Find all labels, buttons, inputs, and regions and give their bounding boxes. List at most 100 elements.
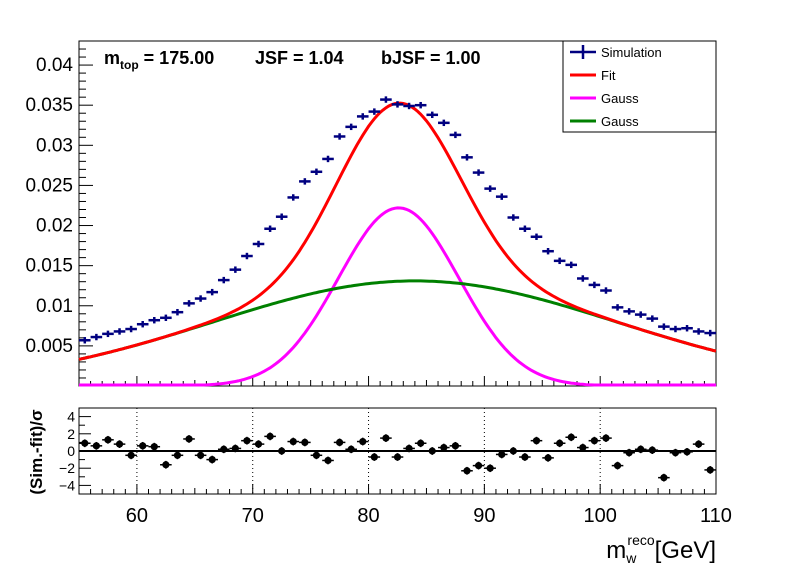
residual-point: [391, 453, 404, 461]
simulation-point: [461, 154, 473, 161]
simulation-point: [704, 329, 716, 337]
residual-point-marker: [312, 451, 321, 459]
simulation-point: [264, 225, 276, 232]
residual-point: [241, 436, 253, 445]
residual-point-marker: [556, 439, 564, 447]
simulation-point: [600, 287, 612, 294]
residual-point: [148, 442, 161, 451]
simulation-point: [634, 311, 647, 318]
residual-point: [577, 443, 589, 452]
legend-entry-gauss-magenta: Gauss: [570, 91, 639, 106]
simulation-point: [79, 337, 91, 344]
residual-point: [600, 434, 612, 442]
residual-point: [495, 450, 508, 459]
residual-point: [171, 451, 184, 460]
simulation-point: [241, 252, 253, 260]
residual-point-marker: [671, 449, 680, 457]
residual-point: [206, 455, 218, 464]
residual-point-marker: [231, 444, 239, 453]
residual-point-marker: [289, 437, 297, 446]
residual-point: [426, 447, 439, 455]
simulation-point: [252, 240, 265, 248]
residual-point: [113, 440, 126, 448]
residual-point: [414, 439, 427, 448]
residual-point: [669, 448, 682, 457]
gauss-green-curve: [78, 279, 717, 361]
residual-point-marker: [173, 451, 182, 459]
residual-point-marker: [498, 450, 506, 459]
simulation-point: [646, 315, 659, 322]
simulation-point: [160, 314, 172, 322]
residual-y-label: (Sim.-fit)/σ: [27, 409, 46, 495]
residual-point: [646, 446, 659, 455]
residual-point-marker: [81, 439, 89, 447]
x-axis-subscript: w: [625, 550, 637, 566]
residual-point: [287, 437, 300, 446]
x-tick-label: 100: [583, 505, 616, 527]
simulation-point: [148, 317, 161, 324]
residual-point: [217, 445, 230, 454]
simulation-point: [669, 325, 682, 333]
simulation-point: [206, 288, 218, 296]
simulation-point: [692, 328, 705, 335]
simulation-point: [125, 325, 137, 333]
residual-point: [623, 448, 635, 457]
simulation-point: [345, 123, 357, 131]
residual-point: [704, 466, 716, 474]
simulation-point: [217, 276, 230, 284]
mtop-symbol: m: [104, 48, 120, 68]
residual-point-marker: [625, 449, 633, 457]
bjsf-annotation: bJSF = 1.00: [381, 48, 481, 68]
x-axis-unit: [GeV]: [655, 537, 716, 564]
residual-point: [299, 438, 311, 447]
simulation-point: [102, 330, 114, 338]
residual-point: [160, 460, 172, 469]
lower-y-tick-label: 2: [67, 426, 75, 442]
residual-point: [229, 444, 242, 453]
residual-point-marker: [451, 442, 460, 450]
residual-point-marker: [220, 445, 228, 453]
simulation-point: [553, 257, 566, 265]
upper-y-tick-label: 0.03: [36, 135, 73, 156]
simulation-point: [113, 328, 126, 335]
residual-point: [90, 441, 103, 450]
residual-point-marker: [359, 437, 367, 446]
simulation-point: [577, 275, 589, 282]
residual-point-marker: [162, 461, 170, 469]
residual-point-marker: [254, 440, 263, 448]
simulation-points: [79, 96, 716, 344]
residual-point: [183, 435, 195, 443]
residual-points: [79, 432, 716, 482]
residual-point-marker: [613, 462, 622, 470]
residual-point: [403, 444, 415, 453]
residual-point: [519, 453, 531, 461]
lower-x-axis: 60 70 80 90 100 110: [90, 484, 732, 527]
simulation-point: [542, 248, 554, 255]
residual-point-marker: [648, 446, 656, 454]
upper-plot-frame: [78, 40, 717, 387]
residual-point-marker: [92, 442, 100, 450]
simulation-point: [356, 113, 369, 120]
legend-box: [562, 40, 717, 133]
mtop-subscript: top: [120, 58, 139, 72]
residual-point-marker: [324, 456, 332, 465]
residual-point: [252, 440, 265, 448]
residual-point-marker: [544, 454, 552, 462]
residual-point-marker: [486, 464, 494, 472]
residual-point-marker: [266, 432, 274, 440]
simulation-point: [380, 96, 392, 103]
x-tick-label: 80: [357, 505, 379, 527]
residual-point-marker: [428, 447, 436, 455]
residual-point: [380, 434, 392, 442]
residual-point-marker: [590, 437, 598, 445]
residual-point: [356, 437, 369, 446]
x-axis-title: mw reco[GeV]: [606, 532, 716, 566]
legend: Simulation Fit Gauss Gauss: [562, 40, 717, 133]
legend-label-simulation: Simulation: [601, 45, 662, 60]
residual-point-marker: [474, 462, 483, 470]
legend-entry-fit: Fit: [570, 68, 616, 83]
residual-point-marker: [393, 453, 402, 461]
x-tick-label: 70: [242, 505, 264, 527]
